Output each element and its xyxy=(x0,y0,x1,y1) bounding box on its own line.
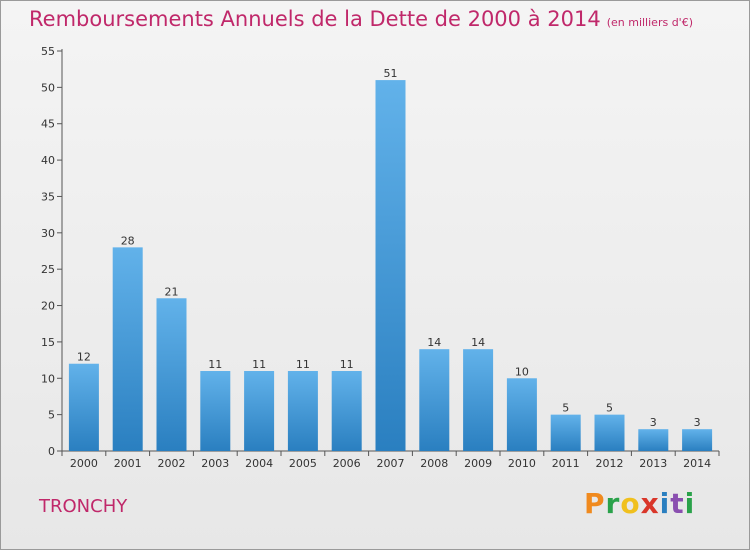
data-label: 5 xyxy=(606,402,613,415)
x-tick-label: 2007 xyxy=(377,457,405,470)
bar xyxy=(594,414,625,451)
data-label: 11 xyxy=(208,358,222,371)
y-tick-label: 40 xyxy=(41,154,55,167)
bar xyxy=(112,247,143,451)
bar xyxy=(419,349,450,451)
x-tick-label: 2005 xyxy=(289,457,317,470)
data-label: 5 xyxy=(562,402,569,415)
proxiti-logo: Proxiti xyxy=(584,487,695,520)
chart-title-main: Remboursements Annuels de la Dette de 20… xyxy=(29,7,601,31)
bar xyxy=(287,371,318,451)
data-label: 3 xyxy=(694,416,701,429)
city-name: TRONCHY xyxy=(39,496,128,517)
y-tick-label: 10 xyxy=(41,372,55,385)
y-tick-label: 35 xyxy=(41,190,55,203)
x-tick-label: 2004 xyxy=(245,457,273,470)
y-tick-label: 20 xyxy=(41,300,55,313)
logo-letter: P xyxy=(584,487,606,520)
x-tick-label: 2011 xyxy=(552,457,580,470)
x-tick-label: 2003 xyxy=(201,457,229,470)
bar xyxy=(550,414,581,451)
bar xyxy=(331,371,362,451)
x-tick-label: 2001 xyxy=(114,457,142,470)
bar xyxy=(156,298,187,451)
logo-letter: x xyxy=(640,487,660,520)
logo-letter: i xyxy=(684,487,696,520)
data-label: 28 xyxy=(121,234,135,247)
bar xyxy=(200,371,231,451)
x-tick-label: 2010 xyxy=(508,457,536,470)
chart-title: Remboursements Annuels de la Dette de 20… xyxy=(29,7,693,31)
data-label: 14 xyxy=(427,336,441,349)
bar xyxy=(244,371,275,451)
logo-letter: o xyxy=(620,487,641,520)
data-label: 12 xyxy=(77,351,91,364)
x-tick-label: 2009 xyxy=(464,457,492,470)
y-tick-label: 25 xyxy=(41,263,55,276)
y-tick-label: 0 xyxy=(48,445,55,458)
x-tick-label: 2013 xyxy=(639,457,667,470)
y-tick-label: 45 xyxy=(41,118,55,131)
bar xyxy=(638,429,669,451)
bar xyxy=(682,429,713,451)
bar xyxy=(68,363,99,451)
data-label: 51 xyxy=(384,67,398,80)
logo-letter: t xyxy=(670,487,685,520)
data-label: 21 xyxy=(165,285,179,298)
data-label: 11 xyxy=(296,358,310,371)
x-tick-label: 2012 xyxy=(596,457,624,470)
x-tick-label: 2002 xyxy=(158,457,186,470)
x-tick-label: 2000 xyxy=(70,457,98,470)
x-tick-label: 2014 xyxy=(683,457,711,470)
data-label: 14 xyxy=(471,336,485,349)
data-label: 10 xyxy=(515,365,529,378)
chart-title-unit: (en milliers d'€) xyxy=(606,16,693,29)
y-tick-label: 15 xyxy=(41,336,55,349)
logo-letter: i xyxy=(659,487,671,520)
y-tick-label: 55 xyxy=(41,45,55,58)
logo-letter: r xyxy=(605,487,621,520)
y-tick-label: 50 xyxy=(41,81,55,94)
bar xyxy=(506,378,537,451)
data-label: 3 xyxy=(650,416,657,429)
x-tick-label: 2008 xyxy=(420,457,448,470)
y-tick-label: 5 xyxy=(48,409,55,422)
bar xyxy=(375,80,406,451)
data-label: 11 xyxy=(252,358,266,371)
bar xyxy=(463,349,494,451)
x-tick-label: 2006 xyxy=(333,457,361,470)
y-tick-label: 30 xyxy=(41,227,55,240)
data-label: 11 xyxy=(340,358,354,371)
